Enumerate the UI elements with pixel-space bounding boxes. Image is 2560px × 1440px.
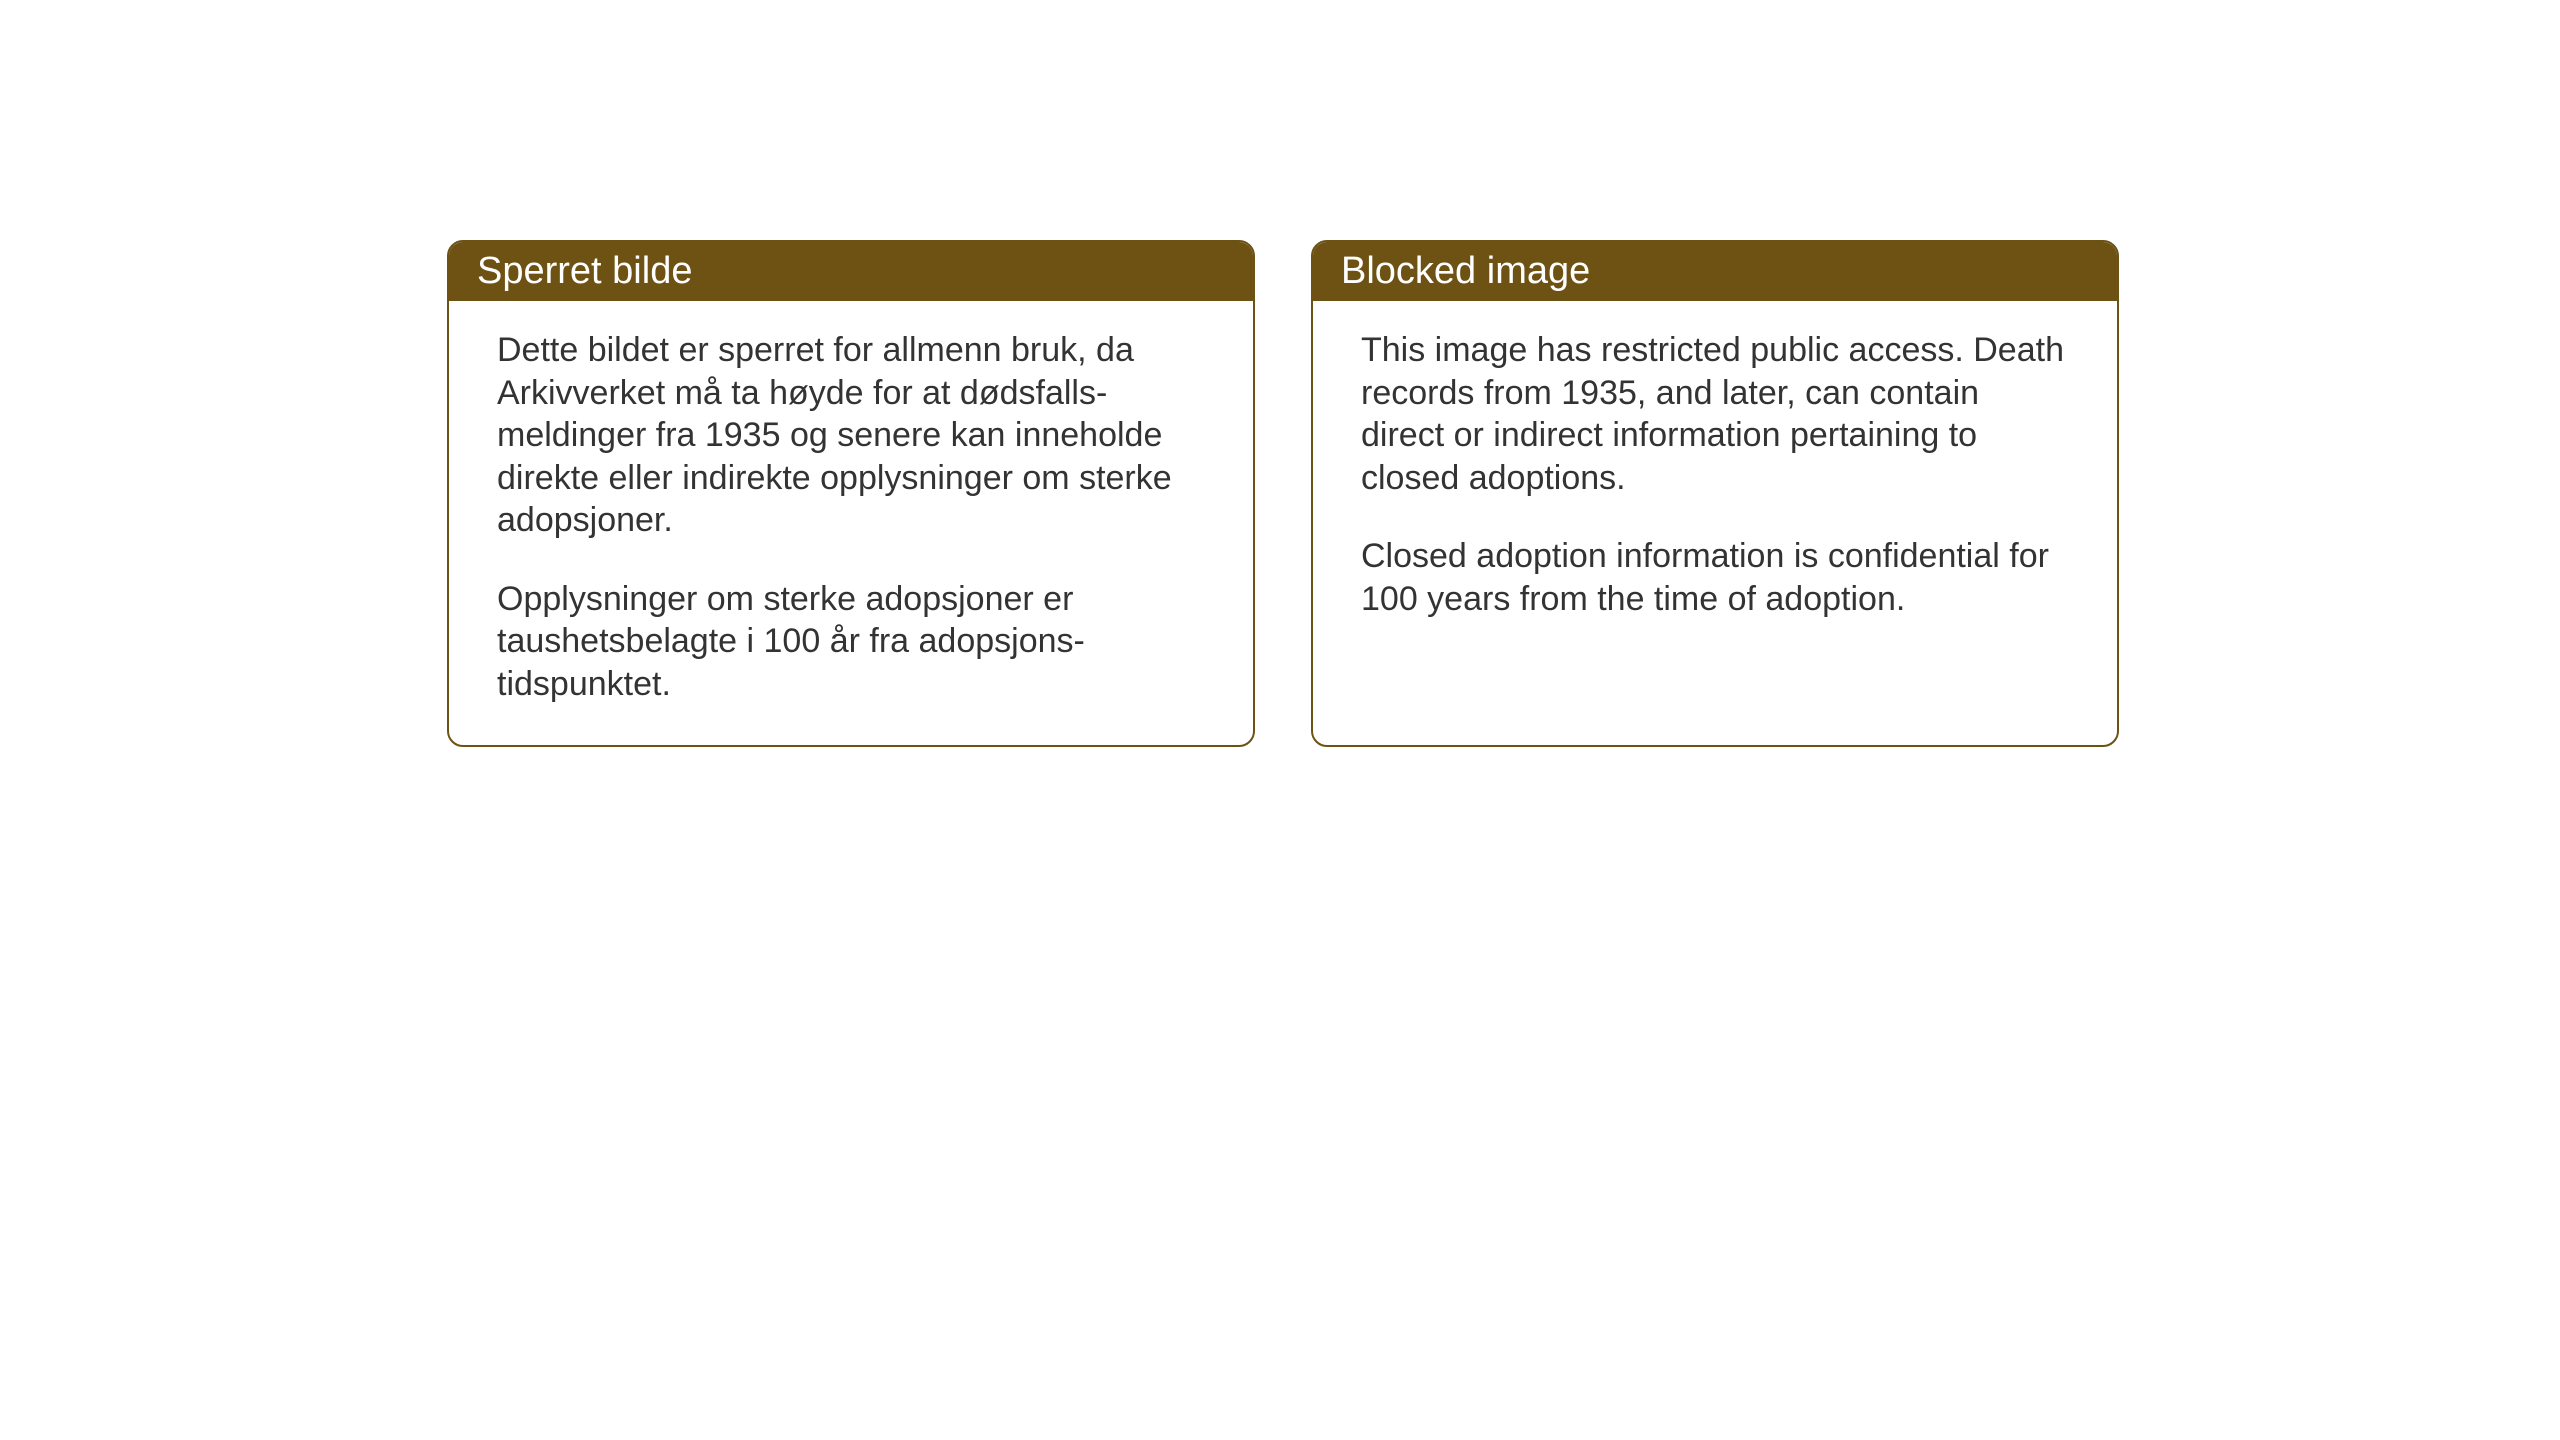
english-card-body: This image has restricted public access.… [1313, 301, 2117, 660]
norwegian-paragraph-1: Dette bildet er sperret for allmenn bruk… [497, 329, 1205, 542]
cards-container: Sperret bilde Dette bildet er sperret fo… [447, 240, 2119, 747]
norwegian-card-title: Sperret bilde [449, 242, 1253, 301]
english-paragraph-1: This image has restricted public access.… [1361, 329, 2069, 499]
norwegian-notice-card: Sperret bilde Dette bildet er sperret fo… [447, 240, 1255, 747]
english-notice-card: Blocked image This image has restricted … [1311, 240, 2119, 747]
norwegian-paragraph-2: Opplysninger om sterke adopsjoner er tau… [497, 578, 1205, 706]
english-card-title: Blocked image [1313, 242, 2117, 301]
english-paragraph-2: Closed adoption information is confident… [1361, 535, 2069, 620]
norwegian-card-body: Dette bildet er sperret for allmenn bruk… [449, 301, 1253, 745]
